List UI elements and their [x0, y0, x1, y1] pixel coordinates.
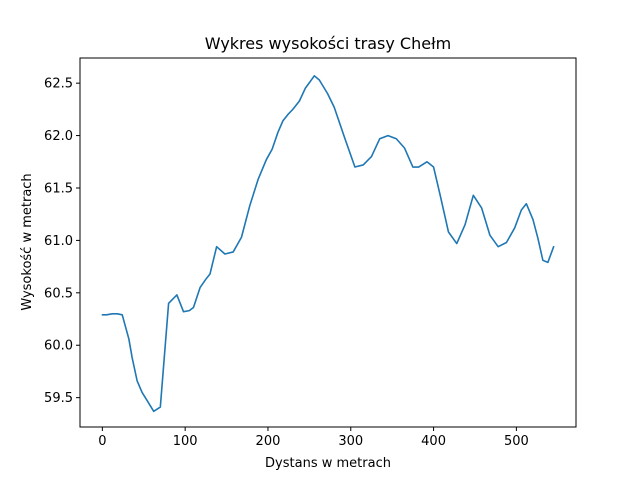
series-line [101, 75, 555, 413]
x-tick-label: 500 [504, 434, 529, 449]
y-tick-label: 60.0 [44, 339, 73, 354]
x-tick-label: 200 [256, 434, 281, 449]
y-axis-ticks: 59.5 60.0 60.5 61.0 61.5 62.0 62.5 [44, 77, 80, 406]
y-tick-label: 61.0 [44, 234, 73, 249]
y-axis-label: Wysokość w metrach [20, 173, 35, 310]
x-axis-ticks: 0 100 200 300 400 500 [98, 427, 529, 449]
plot-area [101, 75, 555, 413]
x-tick-label: 400 [421, 434, 446, 449]
y-tick-label: 62.5 [44, 77, 73, 92]
x-axis-label: Dystans w metrach [265, 456, 391, 471]
x-tick-label: 300 [338, 434, 363, 449]
chart-title: Wykres wysokości trasy Chełm [205, 34, 451, 53]
y-tick-label: 59.5 [44, 391, 73, 406]
axes-frame [79, 57, 577, 428]
x-tick-label: 0 [98, 434, 106, 449]
x-tick-label: 100 [173, 434, 198, 449]
y-tick-label: 61.5 [44, 181, 73, 196]
y-tick-label: 62.0 [44, 129, 73, 144]
y-tick-label: 60.5 [44, 286, 73, 301]
